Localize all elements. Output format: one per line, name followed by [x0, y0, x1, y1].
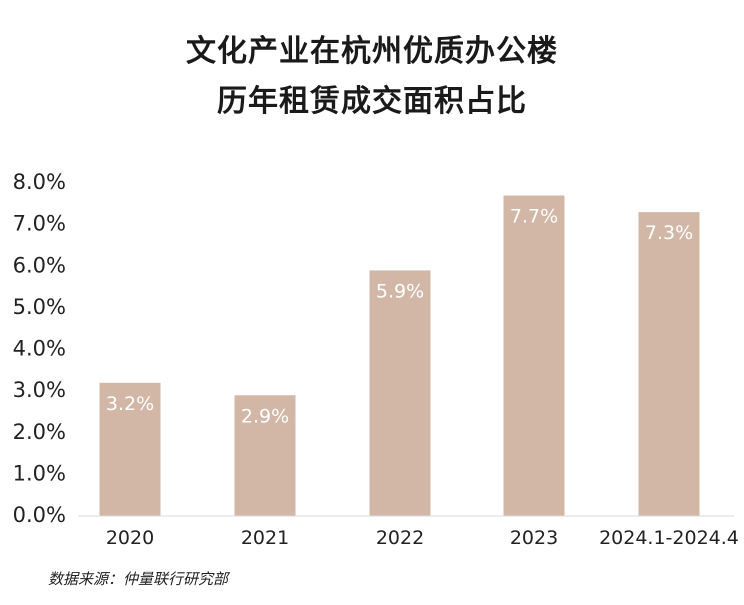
data-label: 3.2%: [106, 393, 154, 415]
y-tick-label: 7.0%: [13, 212, 66, 236]
data-source-note: 数据来源：仲量联行研究部: [48, 570, 229, 588]
y-tick-label: 3.0%: [13, 378, 66, 402]
data-label: 5.9%: [376, 280, 424, 302]
chart-title-line-1: 文化产业在杭州优质办公楼: [186, 34, 558, 69]
data-label: 7.3%: [645, 222, 693, 244]
bar-2020: [99, 382, 161, 516]
x-tick-label: 2022: [376, 527, 424, 549]
y-tick-label: 5.0%: [13, 295, 66, 319]
y-tick-label: 0.0%: [13, 503, 66, 527]
data-label: 7.7%: [510, 205, 558, 227]
bars: 3.2% 2.9% 5.9% 7.7% 7.3%: [99, 195, 700, 517]
bar-2024.1-2024.4: [638, 212, 700, 516]
x-tick-label: 2021: [241, 527, 289, 549]
x-tick-label: 2023: [510, 527, 558, 549]
x-tick-label: 2024.1-2024.4: [599, 527, 739, 549]
y-tick-label: 1.0%: [13, 461, 66, 485]
x-tick-label: 2020: [106, 527, 154, 549]
y-axis: 0.0% 1.0% 2.0% 3.0% 4.0% 5.0% 6.0% 7.0% 8.0%: [13, 170, 66, 527]
data-label: 2.9%: [241, 405, 289, 427]
bar-2022: [369, 270, 431, 516]
bar-2023: [503, 195, 565, 517]
y-tick-label: 2.0%: [13, 420, 66, 444]
x-axis: 2020 2021 2022 2023 2024.1-2024.4: [106, 527, 739, 549]
y-tick-label: 4.0%: [13, 337, 66, 361]
y-tick-label: 8.0%: [13, 170, 66, 194]
chart-title-line-2: 历年租赁成交面积占比: [217, 84, 527, 119]
bar-2021: [234, 395, 296, 516]
y-tick-label: 6.0%: [13, 253, 66, 277]
